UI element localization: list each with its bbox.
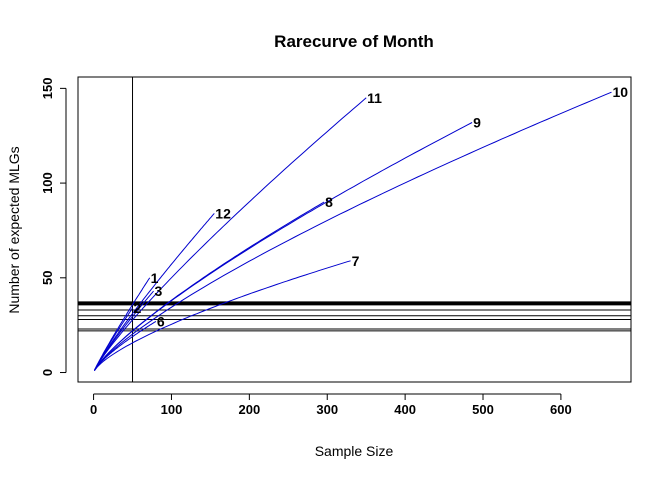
x-tick-label-500: 500 xyxy=(472,402,494,417)
rarefaction-curves xyxy=(93,91,612,371)
curve-label-1: 1 xyxy=(151,270,159,286)
curve-label-8: 8 xyxy=(325,194,333,210)
y-tick-label-150: 150 xyxy=(40,78,55,100)
x-tick-label-100: 100 xyxy=(161,402,183,417)
curve-label-11: 11 xyxy=(367,90,382,106)
plot-box xyxy=(77,76,632,383)
curve-label-2: 2 xyxy=(134,300,142,316)
y-axis: 0 50 100 150 xyxy=(40,78,67,376)
curve-label-7: 7 xyxy=(352,253,360,269)
curve-label-6: 6 xyxy=(157,313,165,329)
curve-12 xyxy=(93,213,215,371)
x-tick-label-600: 600 xyxy=(550,402,572,417)
x-tick-label-400: 400 xyxy=(394,402,416,417)
chart-title: Rarecurve of Month xyxy=(274,32,434,51)
x-axis: 0 100 200 300 400 500 600 xyxy=(90,393,572,417)
y-tick-label-0: 0 xyxy=(40,369,55,376)
x-tick-label-300: 300 xyxy=(316,402,338,417)
curve-label-12: 12 xyxy=(215,205,231,221)
curve-label-10: 10 xyxy=(613,84,629,100)
x-tick-label-0: 0 xyxy=(90,402,97,417)
y-tick-label-50: 50 xyxy=(40,271,55,285)
x-axis-label: Sample Size xyxy=(315,443,394,459)
curve-label-3: 3 xyxy=(155,283,163,299)
curve-11 xyxy=(93,97,367,371)
y-axis-label: Number of expected MLGs xyxy=(6,146,22,313)
curve-10 xyxy=(93,91,612,371)
curve-7 xyxy=(94,260,351,371)
curve-9 xyxy=(93,122,473,371)
x-tick-label-200: 200 xyxy=(239,402,261,417)
curve-label-9: 9 xyxy=(473,114,481,130)
horizontal-reference-lines xyxy=(78,301,631,332)
y-tick-label-100: 100 xyxy=(40,172,55,194)
